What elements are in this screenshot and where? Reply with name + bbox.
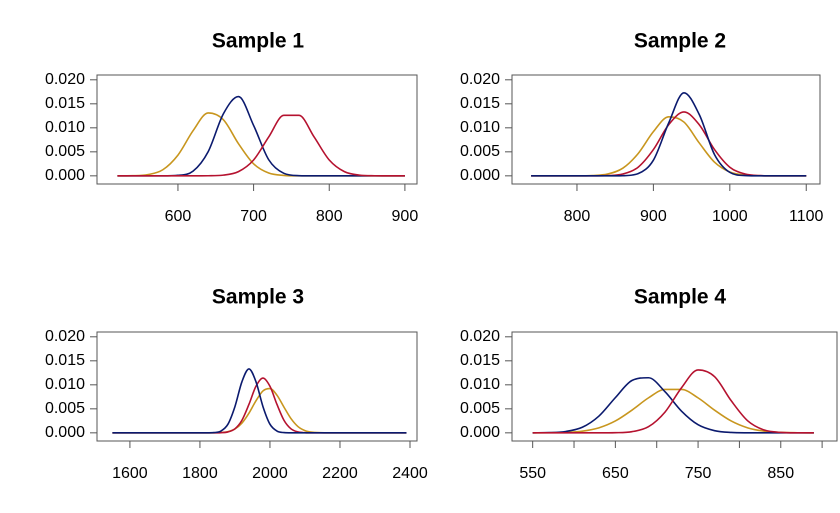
density-curve (532, 369, 814, 434)
y-tick-label: 0.015 (45, 352, 85, 369)
y-tick-label: 0.020 (45, 328, 85, 345)
y-tick-label: 0.000 (45, 424, 85, 441)
density-curve (117, 95, 405, 177)
x-tick-label: 2200 (322, 465, 358, 482)
x-tick-label: 800 (316, 208, 343, 225)
y-tick-label: 0.010 (460, 119, 500, 136)
x-tick-label: 650 (602, 465, 629, 482)
y-tick-label: 0.005 (45, 400, 85, 417)
density-curve (117, 114, 405, 177)
x-tick-label: 700 (240, 208, 267, 225)
x-tick-label: 800 (564, 208, 591, 225)
y-tick-label: 0.005 (45, 143, 85, 160)
y-tick-label: 0.015 (45, 95, 85, 112)
y-tick-label: 0.015 (460, 95, 500, 112)
x-tick-label: 1800 (182, 465, 218, 482)
x-tick-label: 1100 (789, 208, 824, 225)
y-tick-label: 0.010 (460, 376, 500, 393)
y-tick-label: 0.005 (460, 143, 500, 160)
density-curve (531, 91, 807, 177)
y-tick-label: 0.020 (45, 71, 85, 88)
x-tick-label: 850 (767, 465, 794, 482)
density-curve (112, 377, 407, 434)
density-curve (112, 368, 407, 434)
y-tick-label: 0.000 (45, 167, 85, 184)
x-tick-label: 750 (685, 465, 712, 482)
x-tick-label: 2000 (252, 465, 288, 482)
x-tick-label: 1600 (112, 465, 148, 482)
x-tick-label: 550 (519, 465, 546, 482)
x-tick-label: 2400 (392, 465, 428, 482)
density-curve (532, 376, 814, 434)
y-tick-label: 0.020 (460, 328, 500, 345)
panel-title: Sample 2 (634, 30, 726, 53)
y-tick-label: 0.020 (460, 71, 500, 88)
y-tick-label: 0.010 (45, 119, 85, 136)
panel-title: Sample 1 (212, 30, 305, 53)
density-curve (532, 388, 814, 434)
panel-title: Sample 4 (634, 286, 727, 309)
x-tick-label: 600 (165, 208, 192, 225)
x-tick-label: 1000 (712, 208, 748, 225)
panel-title: Sample 3 (212, 286, 304, 309)
x-tick-label: 900 (640, 208, 667, 225)
y-tick-label: 0.000 (460, 167, 500, 184)
y-tick-label: 0.000 (460, 424, 500, 441)
x-tick-label: 900 (392, 208, 419, 225)
y-tick-label: 0.015 (460, 352, 500, 369)
y-tick-label: 0.010 (45, 376, 85, 393)
plot-box (511, 331, 838, 442)
y-tick-label: 0.005 (460, 400, 500, 417)
